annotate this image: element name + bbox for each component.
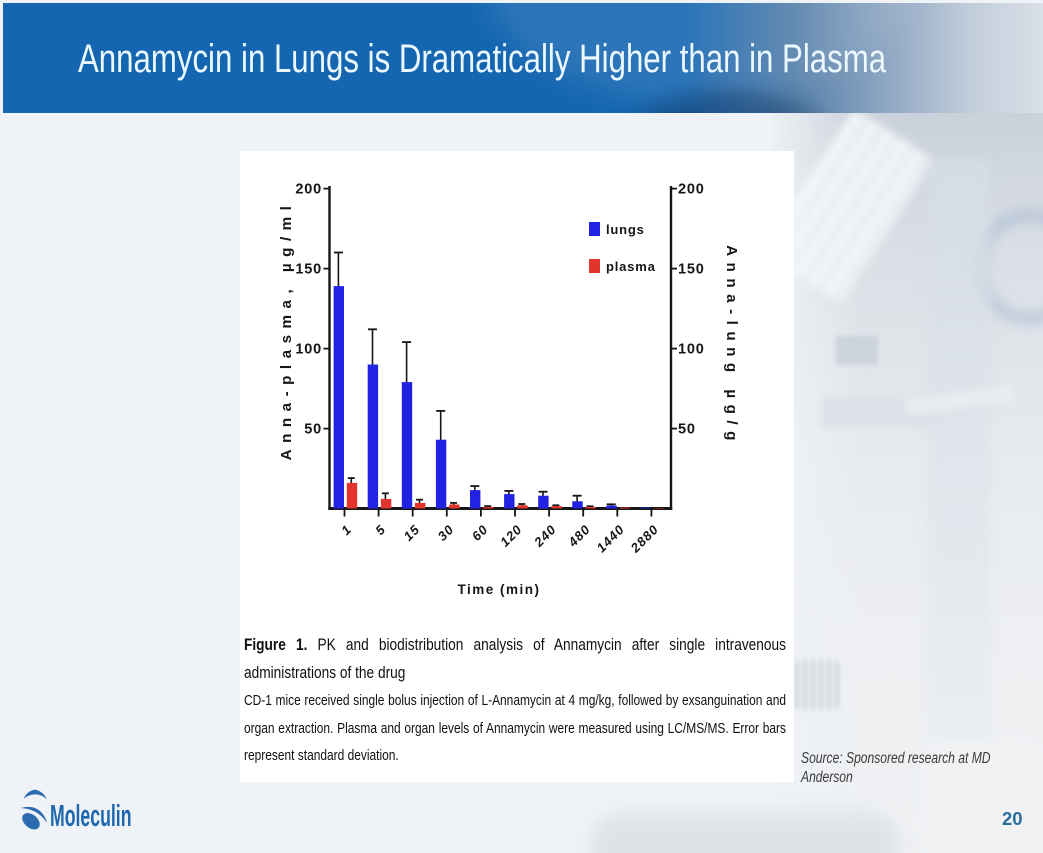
svg-text:50: 50	[678, 422, 696, 438]
svg-text:lungs: lungs	[606, 222, 645, 237]
svg-text:200: 200	[295, 182, 322, 198]
svg-text:100: 100	[295, 342, 322, 358]
svg-text:Anna-plasma, µg/ml: Anna-plasma, µg/ml	[278, 200, 295, 461]
svg-text:120: 120	[497, 522, 525, 550]
svg-text:Time (min): Time (min)	[457, 582, 540, 597]
svg-text:Anna-lung µg/g: Anna-lung µg/g	[723, 245, 740, 447]
svg-text:1: 1	[338, 522, 354, 538]
svg-text:200: 200	[678, 182, 705, 198]
svg-text:100: 100	[678, 342, 705, 358]
svg-text:15: 15	[401, 522, 423, 544]
svg-text:1440: 1440	[594, 522, 628, 556]
svg-text:50: 50	[304, 422, 322, 438]
svg-text:plasma: plasma	[606, 259, 656, 274]
svg-text:2880: 2880	[627, 522, 662, 557]
svg-text:5: 5	[372, 522, 388, 538]
svg-text:60: 60	[469, 522, 491, 544]
svg-text:150: 150	[678, 262, 705, 278]
svg-text:30: 30	[435, 522, 457, 544]
svg-text:150: 150	[295, 262, 322, 278]
svg-text:480: 480	[565, 522, 594, 551]
svg-text:240: 240	[530, 522, 559, 551]
